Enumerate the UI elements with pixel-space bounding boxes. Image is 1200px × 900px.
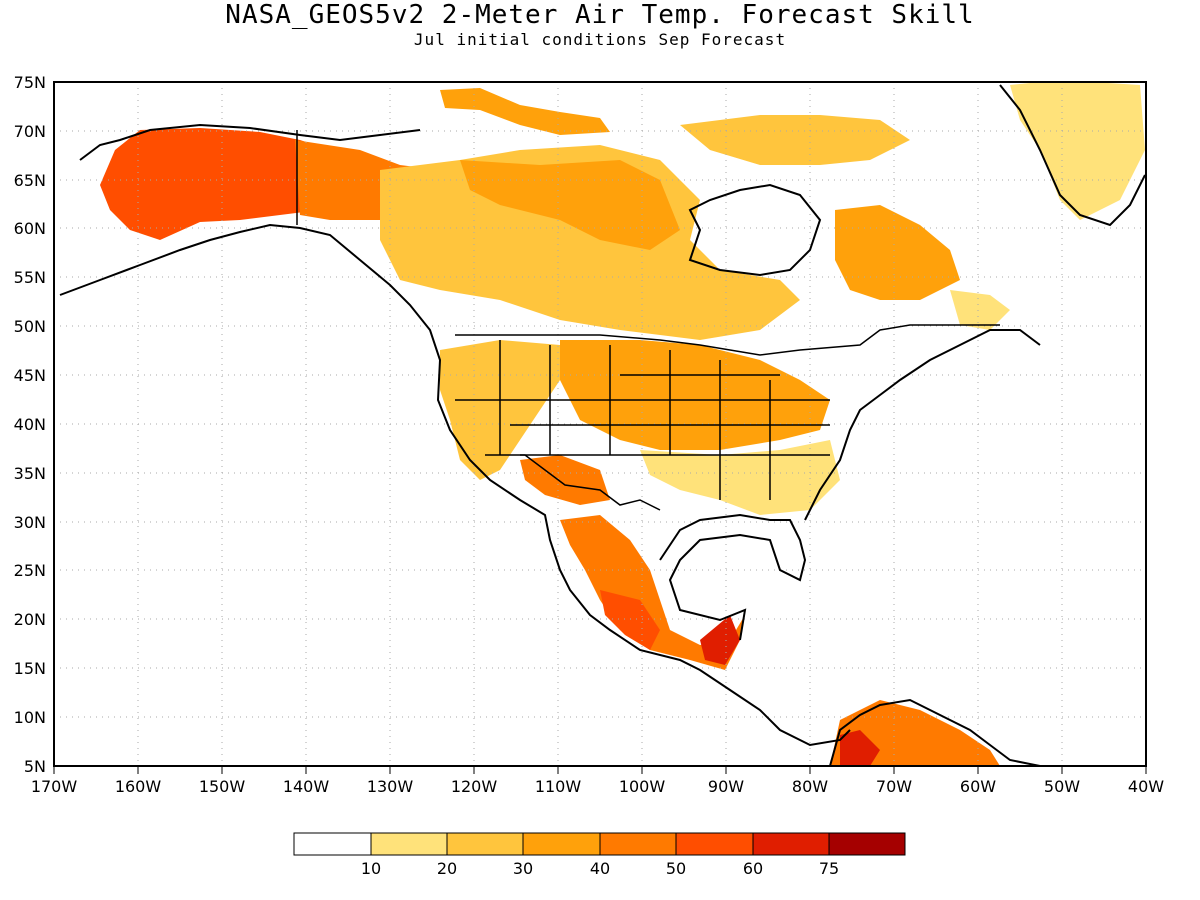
chart-title: NASA_GEOS5v2 2-Meter Air Temp. Forecast …	[225, 0, 975, 30]
lat-label: 40N	[14, 415, 46, 434]
colorbar-label: 30	[513, 859, 533, 878]
colorbar-swatch	[522, 832, 601, 856]
lat-label: 75N	[14, 73, 46, 92]
coastline-greenland	[999, 84, 1146, 227]
grid-lines	[54, 82, 1146, 766]
lat-labels: 5N 10N 15N 20N 25N 30N 35N 40N 45N 50N 5…	[14, 73, 46, 776]
lat-label: 20N	[14, 610, 46, 629]
skill-region-alaska	[100, 128, 340, 240]
lon-label: 130W	[367, 777, 414, 796]
coastline-hudson	[688, 183, 822, 277]
colorbar-label: 75	[819, 859, 839, 878]
coastline-south-america	[829, 698, 1041, 766]
lon-labels: 170W 160W 150W 140W 130W 120W 110W 100W …	[31, 777, 1164, 796]
lon-label: 100W	[619, 777, 666, 796]
lat-label: 10N	[14, 708, 46, 727]
skill-region-colombia	[840, 730, 880, 766]
colorbar-swatch	[599, 832, 677, 856]
lat-label: 15N	[14, 659, 46, 678]
lon-label: 50W	[1044, 777, 1080, 796]
colorbar-swatch	[752, 832, 830, 856]
colorbar-swatch	[446, 832, 524, 856]
lon-label: 70W	[876, 777, 912, 796]
lon-label: 60W	[960, 777, 996, 796]
lat-label: 45N	[14, 366, 46, 385]
colorbar-swatch	[293, 832, 372, 856]
skill-region-nunavut	[680, 115, 910, 165]
skill-region-quebec	[835, 205, 960, 300]
colorbar-labels: 10 20 30 40 50 60 75	[361, 859, 839, 878]
coastline-alaska-north	[79, 123, 421, 161]
skill-region-mexico-core	[600, 590, 660, 650]
colorbar	[293, 832, 906, 856]
lon-label: 170W	[31, 777, 78, 796]
colorbar-label: 60	[743, 859, 763, 878]
colorbar-label: 10	[361, 859, 381, 878]
lon-label: 110W	[535, 777, 582, 796]
skill-region-guatemala	[700, 615, 740, 665]
skill-region-arctic	[440, 88, 610, 135]
lon-label: 140W	[283, 777, 330, 796]
coastline-north-america	[59, 223, 851, 747]
lat-label: 65N	[14, 171, 46, 190]
lon-label: 80W	[792, 777, 828, 796]
lat-label: 5N	[24, 757, 46, 776]
lon-label: 40W	[1128, 777, 1164, 796]
lat-label: 55N	[14, 268, 46, 287]
skill-region-southwest	[520, 455, 610, 505]
coastlines	[59, 84, 1146, 766]
coastline-east	[804, 329, 1041, 521]
colorbar-swatch	[675, 832, 754, 856]
chart-subtitle: Jul initial conditions Sep Forecast	[413, 30, 787, 49]
skill-region-us-east	[640, 440, 840, 515]
lat-label: 30N	[14, 513, 46, 532]
map-frame	[53, 81, 1147, 767]
colorbar-label: 40	[590, 859, 610, 878]
lat-label: 35N	[14, 464, 46, 483]
border-canada-us	[455, 324, 1000, 356]
colorbar-swatch	[370, 832, 448, 856]
lon-label: 90W	[708, 777, 744, 796]
tick-marks	[53, 766, 1147, 774]
skill-region-mexico	[560, 515, 745, 670]
lat-label: 25N	[14, 561, 46, 580]
lat-label: 50N	[14, 317, 46, 336]
skill-field	[100, 82, 1145, 766]
skill-region-labrador	[950, 290, 1010, 330]
skill-region-greenland	[1010, 82, 1145, 220]
lon-label: 150W	[199, 777, 246, 796]
coastline-gulf	[659, 513, 807, 641]
colorbar-label: 50	[666, 859, 686, 878]
skill-region-us-central	[560, 340, 830, 450]
colorbar-swatch	[828, 832, 906, 856]
lat-label: 60N	[14, 219, 46, 238]
colorbar-label: 20	[437, 859, 457, 878]
lon-label: 120W	[451, 777, 498, 796]
border-states	[455, 340, 830, 500]
political-borders	[296, 130, 1000, 511]
lat-label: 70N	[14, 122, 46, 141]
lon-label: 160W	[115, 777, 162, 796]
